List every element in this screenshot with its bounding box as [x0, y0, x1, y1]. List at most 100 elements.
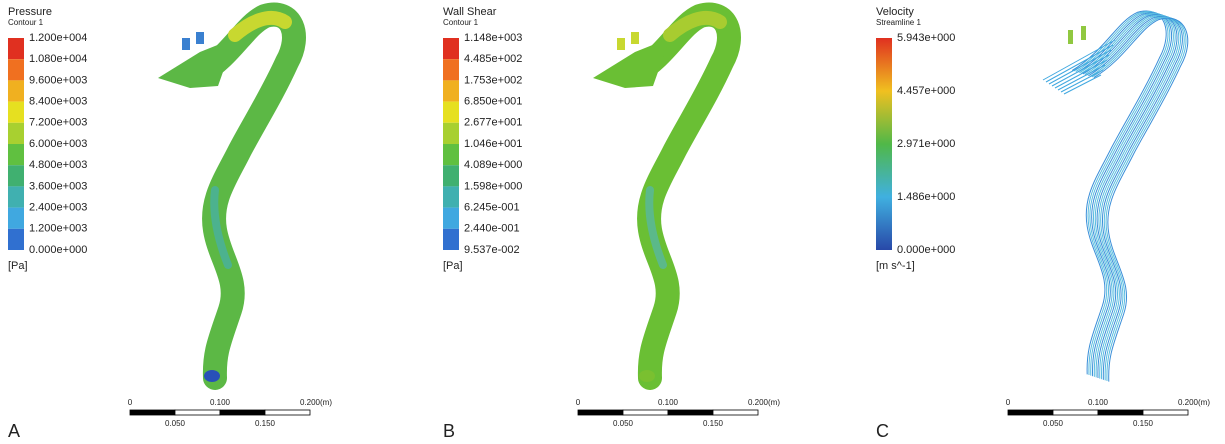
color-band	[443, 123, 459, 144]
scale-label-top: 0.100	[210, 398, 231, 407]
scale-segment	[1098, 410, 1143, 415]
color-band	[443, 229, 459, 250]
scale-label-bottom: 0.050	[1043, 419, 1064, 428]
legend-label: 8.400e+003	[29, 96, 87, 108]
outlet	[639, 370, 655, 382]
scale-unit: (m)	[1198, 398, 1210, 407]
panel-letter: C	[876, 421, 889, 441]
legend-title: Wall Shear	[443, 6, 497, 18]
legend-label: 2.677e+001	[464, 117, 522, 129]
scale-segment	[578, 410, 623, 415]
panel: VelocityStreamline 1 5.943e+000 4.457e+000…	[876, 6, 1210, 441]
color-band	[443, 208, 459, 229]
color-band	[8, 80, 24, 101]
legend-label: 1.046e+001	[464, 138, 522, 150]
legend-label: 6.850e+001	[464, 96, 522, 108]
color-band	[8, 102, 24, 123]
color-band	[443, 80, 459, 101]
scale-label-top: 0.200	[1178, 398, 1199, 407]
legend-label: 6.000e+003	[29, 138, 87, 150]
color-band	[443, 165, 459, 186]
scale-label-top: 0.200	[300, 398, 321, 407]
legend-label: 1.200e+003	[29, 223, 87, 235]
inlet-streamline	[1064, 75, 1101, 94]
vessel	[593, 15, 729, 382]
scale-segment	[713, 410, 758, 415]
legend-label: 4.485e+002	[464, 53, 522, 65]
legend-label: 1.486e+000	[897, 191, 955, 203]
scale-segment	[1143, 410, 1188, 415]
branch	[631, 32, 639, 44]
scale-segment	[1008, 410, 1053, 415]
legend-title: Pressure	[8, 6, 52, 18]
legend-label: 5.943e+000	[897, 32, 955, 44]
color-band	[8, 38, 24, 59]
scale-label-bottom: 0.050	[165, 419, 186, 428]
panel: PressureContour 11.200e+0041.080e+0049.6…	[8, 6, 332, 441]
scale-unit: (m)	[768, 398, 780, 407]
vessel-inlet	[593, 38, 670, 88]
legend-label: 2.400e+003	[29, 202, 87, 214]
color-band	[8, 229, 24, 250]
vessel-inlet	[158, 38, 235, 88]
panel-letter: A	[8, 421, 20, 441]
legend-label: 3.600e+003	[29, 180, 87, 192]
scale-segment	[668, 410, 713, 415]
scale-label-top: 0.100	[658, 398, 679, 407]
scale-segment	[623, 410, 668, 415]
panel-letter: B	[443, 421, 455, 441]
legend-subtitle: Streamline 1	[876, 18, 921, 27]
legend-label: 1.200e+004	[29, 32, 87, 44]
color-band	[443, 186, 459, 207]
branch	[1068, 30, 1073, 44]
scale-label-bottom: 0.150	[255, 419, 276, 428]
legend-subtitle: Contour 1	[443, 18, 479, 27]
color-band	[8, 144, 24, 165]
legend-label: 2.971e+000	[897, 138, 955, 150]
legend-label: 1.753e+002	[464, 74, 522, 86]
scale-label-top: 0.100	[1088, 398, 1109, 407]
vessel	[1043, 11, 1188, 382]
color-bar	[876, 38, 892, 250]
branch	[182, 38, 190, 50]
color-band	[8, 208, 24, 229]
scale-label-top: 0	[128, 398, 133, 407]
figure: Pressure Contour 1 1.200e+004 1.080e+004 9.6…	[0, 0, 1225, 444]
legend-label: 4.457e+000	[897, 85, 955, 97]
scale-label-bottom: 0.150	[703, 419, 724, 428]
branch	[1081, 26, 1086, 40]
color-band	[8, 123, 24, 144]
legend-unit: [m s^-1]	[876, 260, 915, 272]
color-band	[443, 102, 459, 123]
legend-title: Velocity	[876, 6, 914, 18]
scale-label-top: 0	[1006, 398, 1011, 407]
legend-label: 9.537e-002	[464, 244, 520, 256]
color-band	[443, 59, 459, 80]
color-band	[8, 165, 24, 186]
legend-label: 2.440e-001	[464, 223, 520, 235]
legend-label: 0.000e+000	[897, 244, 955, 256]
color-band	[8, 59, 24, 80]
legend-unit: [Pa]	[8, 260, 28, 272]
color-band	[443, 144, 459, 165]
branch	[617, 38, 625, 50]
legend-label: 1.148e+003	[464, 32, 522, 44]
legend-label: 7.200e+003	[29, 117, 87, 129]
branch	[196, 32, 204, 44]
legend-label: 1.598e+000	[464, 180, 522, 192]
color-band	[443, 38, 459, 59]
scale-segment	[1053, 410, 1098, 415]
scale-segment	[130, 410, 175, 415]
legend-label: 6.245e-001	[464, 202, 520, 214]
panel: Wall ShearContour 1 1.148e+003 4.485e+002 1…	[443, 6, 780, 441]
legend: VelocityStreamline 1 5.943e+000 4.457e+000…	[876, 6, 955, 272]
legend-label: 1.080e+004	[29, 53, 87, 65]
scale-label-top: 0.200	[748, 398, 769, 407]
legend-label: 9.600e+003	[29, 74, 87, 86]
legend-label: 0.000e+000	[29, 244, 87, 256]
